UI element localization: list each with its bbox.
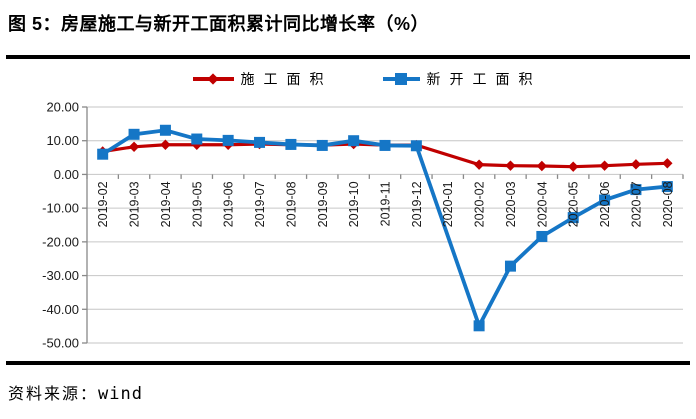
chart-area: 施工面积 新开工面积 20.00 10.00 0.00 -10.00 -20.00 -30… <box>0 60 696 360</box>
chart-legend: 施工面积 新开工面积 <box>19 72 696 86</box>
svg-text:2020-04: 2020-04 <box>535 181 549 227</box>
svg-text:20.00: 20.00 <box>46 100 79 115</box>
svg-text:0.00: 0.00 <box>54 167 79 182</box>
svg-text:2019-07: 2019-07 <box>253 181 267 227</box>
svg-text:2020-06: 2020-06 <box>598 181 612 227</box>
svg-text:2019-06: 2019-06 <box>222 181 236 227</box>
svg-text:2019-04: 2019-04 <box>159 181 173 227</box>
svg-text:2019-03: 2019-03 <box>128 181 142 227</box>
svg-text:2019-08: 2019-08 <box>284 181 298 227</box>
chart-svg: 20.00 10.00 0.00 -10.00 -20.00 -30.00 -40.00 -5… <box>42 100 684 351</box>
svg-text:2019-12: 2019-12 <box>410 181 424 227</box>
svg-text:2020-07: 2020-07 <box>629 181 643 227</box>
diamond-marker-icon <box>207 73 219 85</box>
svg-text:2019-02: 2019-02 <box>96 181 110 227</box>
svg-text:-50.00: -50.00 <box>42 336 79 351</box>
svg-text:2020-05: 2020-05 <box>567 181 581 227</box>
legend-line-red <box>192 73 234 85</box>
source-value: wind <box>98 384 143 404</box>
svg-text:-30.00: -30.00 <box>42 268 79 283</box>
square-marker-icon <box>395 73 407 85</box>
legend-label-construction: 施工面积 <box>240 71 333 87</box>
svg-text:2019-05: 2019-05 <box>190 181 204 227</box>
source-label: 资料来源： <box>8 386 99 403</box>
legend-item-construction: 施工面积 <box>192 71 333 87</box>
figure-title: 图 5：房屋施工与新开工面积累计同比增长率（%） <box>8 14 430 34</box>
legend-line-blue <box>382 73 420 85</box>
svg-text:2020-02: 2020-02 <box>473 181 487 227</box>
svg-text:-40.00: -40.00 <box>42 302 79 317</box>
svg-text:-20.00: -20.00 <box>42 234 79 249</box>
legend-label-new-starts: 新开工面积 <box>426 71 542 87</box>
svg-text:2020-08: 2020-08 <box>661 181 675 227</box>
bottom-divider <box>6 361 690 365</box>
top-divider <box>6 55 690 59</box>
source-note: 资料来源：wind <box>8 380 143 404</box>
legend-item-new-starts: 新开工面积 <box>382 71 542 87</box>
svg-text:2019-10: 2019-10 <box>347 181 361 227</box>
svg-text:2020-03: 2020-03 <box>504 181 518 227</box>
svg-text:2019-11: 2019-11 <box>379 181 393 226</box>
svg-text:-10.00: -10.00 <box>42 201 79 216</box>
svg-text:2020-01: 2020-01 <box>441 181 455 227</box>
svg-text:10.00: 10.00 <box>46 133 79 148</box>
svg-text:2019-09: 2019-09 <box>316 181 330 227</box>
